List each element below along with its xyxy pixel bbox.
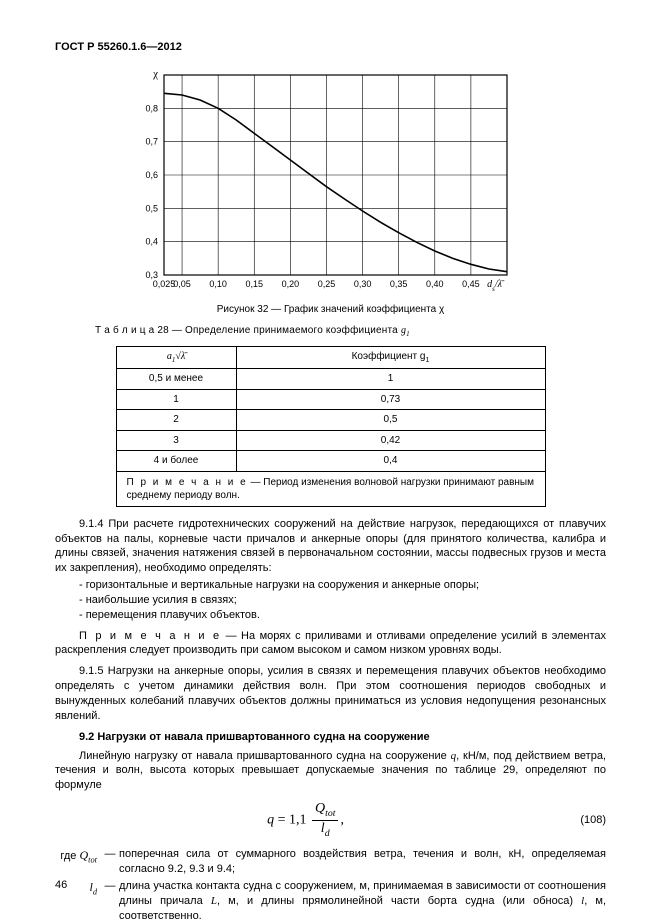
table-header-row: a1√λ̄ Коэффициент g1 (116, 346, 545, 368)
formula-coeff: 1,1 (289, 812, 307, 827)
where-dash: — (101, 847, 119, 877)
cell-g: 0,5 (236, 410, 545, 431)
svg-text:0,20: 0,20 (282, 279, 300, 289)
table-row: 0,5 и менее1 (116, 369, 545, 390)
table-row: 20,5 (116, 410, 545, 431)
cell-a: 4 и более (116, 451, 236, 472)
svg-text:0,5: 0,5 (145, 203, 158, 213)
where-block: где Qtot—поперечная сила от суммарного в… (55, 847, 606, 923)
chart-caption: Рисунок 32 — График значений коэффициент… (55, 303, 606, 317)
table-note-cell: П р и м е ч а н и е — Период изменения в… (116, 471, 545, 506)
where-row: где Qtot—поперечная сила от суммарного в… (55, 847, 606, 877)
svg-text:0,05: 0,05 (173, 279, 191, 289)
page-number: 46 (55, 878, 67, 893)
doc-header: ГОСТ Р 55260.1.6—2012 (55, 40, 606, 55)
formula-lhs: q (267, 812, 274, 827)
svg-text:0,10: 0,10 (209, 279, 227, 289)
cell-a: 2 (116, 410, 236, 431)
intro-a: Линейную нагрузку от навала пришвартован… (79, 750, 451, 762)
cell-g: 0,73 (236, 389, 545, 410)
g1-table: a1√λ̄ Коэффициент g1 0,5 и менее110,7320… (116, 346, 546, 507)
para-9-2-intro: Линейную нагрузку от навала пришвартован… (55, 749, 606, 794)
table-caption-rest: 28 — Определение принимаемого коэффициен… (154, 325, 401, 336)
where-txt: длина участка контакта судна с сооружени… (119, 879, 606, 923)
svg-text:0,6: 0,6 (145, 170, 158, 180)
table-caption: Т а б л и ц а 28 — Определение принимаем… (95, 324, 606, 339)
where-dash: — (101, 879, 119, 923)
cell-g: 0,42 (236, 430, 545, 451)
col1-header: a1√λ̄ (116, 346, 236, 368)
cell-a: 1 (116, 389, 236, 410)
formula-den: ld (312, 821, 338, 840)
svg-text:0,8: 0,8 (145, 103, 158, 113)
svg-text:0,4: 0,4 (145, 237, 158, 247)
table-caption-prefix: Т а б л и ц а (95, 325, 154, 336)
chart-container: 0,0250,05 0,10 0,15 0,20 0,25 0,30 0,35 0,40 0,4… (55, 67, 606, 299)
col2-header: Коэффициент g1 (236, 346, 545, 368)
chi-chart: 0,0250,05 0,10 0,15 0,20 0,25 0,30 0,35 0,40 0,4… (128, 67, 533, 299)
table-row: 30,42 (116, 430, 545, 451)
svg-text:0,025: 0,025 (153, 279, 176, 289)
list-item: - горизонтальные и вертикальные нагрузки… (55, 578, 606, 593)
svg-text:0,3: 0,3 (145, 270, 158, 280)
cell-a: 0,5 и менее (116, 369, 236, 390)
svg-text:0,40: 0,40 (426, 279, 444, 289)
para-9-1-4: 9.1.4 При расчете гидротехнических соору… (55, 517, 606, 576)
list-item: - перемещения плавучих объектов. (55, 608, 606, 623)
cell-a: 3 (116, 430, 236, 451)
where-txt: поперечная сила от суммарного воздействи… (119, 847, 606, 877)
formula-num: Qtot (312, 801, 338, 821)
svg-text:χ: χ (152, 68, 158, 80)
cell-g: 0,4 (236, 451, 545, 472)
table-caption-sym: g1 (401, 325, 410, 336)
table-row: 10,73 (116, 389, 545, 410)
table-note-row: П р и м е ч а н и е — Период изменения в… (116, 471, 545, 506)
section-9-2-head: 9.2 Нагрузки от навала пришвартованного … (55, 730, 606, 745)
table-row: 4 и более0,4 (116, 451, 545, 472)
svg-text:0,35: 0,35 (390, 279, 408, 289)
where-row: ld—длина участка контакта судна с сооруж… (55, 879, 606, 923)
list-9-1-4: - горизонтальные и вертикальные нагрузки… (55, 578, 606, 623)
where-sym: где Qtot (55, 847, 101, 877)
note-prefix: П р и м е ч а н и е (79, 630, 221, 642)
svg-text:0,30: 0,30 (354, 279, 372, 289)
formula-number: (108) (556, 813, 606, 828)
svg-text:0,7: 0,7 (145, 137, 158, 147)
para-9-1-5: 9.1.5 Нагрузки на анкерные опоры, усилия… (55, 664, 606, 723)
svg-text:0,25: 0,25 (318, 279, 336, 289)
list-item: - наибольшие усилия в связях; (55, 593, 606, 608)
formula-108: q = 1,1 Qtot ld , (108) (55, 801, 606, 839)
svg-text:0,45: 0,45 (462, 279, 480, 289)
cell-g: 1 (236, 369, 545, 390)
svg-text:ds/λ̄: ds/λ̄ (487, 279, 505, 293)
svg-text:0,15: 0,15 (245, 279, 263, 289)
formula-body: q = 1,1 Qtot ld , (55, 801, 556, 839)
note-9-1-4: П р и м е ч а н и е — На морях с прилива… (55, 629, 606, 659)
